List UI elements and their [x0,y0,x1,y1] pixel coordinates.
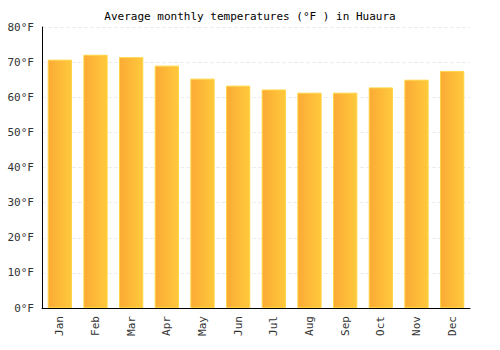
svg-text:Sep: Sep [339,316,352,336]
svg-text:10°F: 10°F [8,266,35,279]
svg-text:Jul: Jul [267,316,280,336]
svg-text:Feb: Feb [89,316,102,336]
svg-text:Mar: Mar [125,316,138,336]
svg-text:50°F: 50°F [8,126,35,139]
svg-text:40°F: 40°F [8,161,35,174]
svg-text:Jan: Jan [53,316,66,336]
svg-text:60°F: 60°F [8,91,35,104]
svg-text:Average monthly temperatures (: Average monthly temperatures (°F ) in Hu… [104,10,395,23]
svg-text:Jun: Jun [232,316,245,336]
svg-text:May: May [196,316,209,336]
svg-text:Apr: Apr [160,316,173,336]
svg-text:70°F: 70°F [8,56,35,69]
svg-text:30°F: 30°F [8,196,35,209]
svg-text:Nov: Nov [410,316,423,336]
svg-text:Oct: Oct [374,316,387,336]
svg-text:Dec: Dec [446,316,459,336]
svg-text:80°F: 80°F [8,21,35,34]
svg-text:Aug: Aug [303,316,316,336]
svg-text:20°F: 20°F [8,231,35,244]
svg-text:0°F: 0°F [14,302,34,315]
